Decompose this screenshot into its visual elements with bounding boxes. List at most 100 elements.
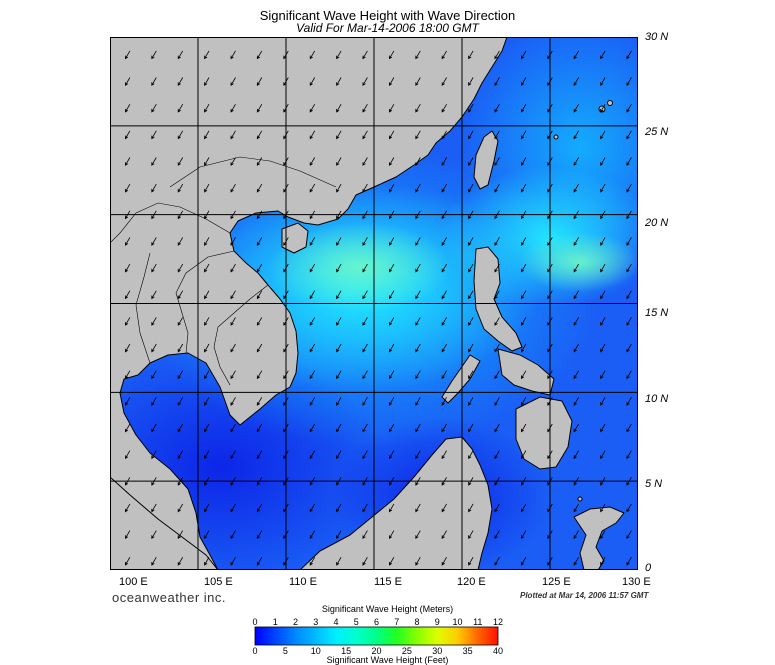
wave-direction-arrow xyxy=(309,130,316,140)
land-hainan xyxy=(281,222,309,254)
wave-direction-arrow xyxy=(230,477,236,486)
colorbar-gradient xyxy=(254,626,499,646)
wave-direction-arrow xyxy=(573,557,579,566)
wave-direction-arrow xyxy=(336,290,342,300)
wave-direction-arrow xyxy=(362,103,368,113)
wave-direction-arrow xyxy=(468,183,474,193)
wave-direction-arrow xyxy=(230,290,236,300)
wave-direction-arrow xyxy=(441,397,447,406)
wave-direction-arrow xyxy=(309,317,316,326)
wave-direction-arrow xyxy=(468,397,474,406)
wave-direction-arrow xyxy=(151,317,157,326)
wave-direction-arrow xyxy=(521,450,527,460)
lat-label-30n: 30 N xyxy=(645,31,669,43)
wave-direction-arrow xyxy=(547,290,553,300)
wave-direction-arrow xyxy=(256,343,263,353)
wave-direction-arrow xyxy=(389,477,395,486)
wave-direction-arrow xyxy=(336,103,342,113)
wave-direction-arrow xyxy=(626,423,632,433)
wave-direction-arrow xyxy=(309,557,316,566)
colorbar: 0 1 2 3 4 5 6 7 8 9 10 11 120 5 10 15 20 25 30 35 40 xyxy=(252,617,503,656)
wave-direction-arrow xyxy=(573,103,579,113)
wave-direction-arrow xyxy=(494,450,500,460)
wave-direction-arrow xyxy=(283,530,289,540)
wave-direction-arrow xyxy=(125,423,131,433)
wave-direction-arrow xyxy=(362,450,368,460)
wave-direction-arrow xyxy=(415,290,421,300)
wave-direction-arrow xyxy=(283,103,289,113)
wave-direction-arrow xyxy=(415,210,421,220)
wave-direction-arrow xyxy=(204,423,210,433)
colorbar-tick-meters: 4 xyxy=(333,617,338,627)
land-small-island xyxy=(553,134,559,140)
wave-direction-arrow xyxy=(468,77,474,87)
wave-direction-arrow xyxy=(521,530,527,540)
wave-direction-arrow xyxy=(256,477,263,486)
wave-direction-arrow xyxy=(230,397,236,406)
wave-direction-arrow xyxy=(125,130,131,140)
wave-direction-arrow xyxy=(441,210,447,220)
colorbar-tick-meters: 11 xyxy=(473,617,482,627)
wave-direction-arrow xyxy=(230,370,236,380)
wave-direction-arrow xyxy=(336,423,342,433)
colorbar-tick-meters: 5 xyxy=(354,617,359,627)
wave-direction-arrow xyxy=(125,530,131,540)
wave-direction-arrow xyxy=(521,77,527,87)
wave-direction-arrow xyxy=(362,317,368,326)
wave-direction-arrow xyxy=(256,77,263,87)
wave-direction-arrow xyxy=(283,50,289,60)
wave-direction-arrow xyxy=(415,530,421,540)
wave-direction-arrow xyxy=(626,157,632,166)
wave-direction-arrow xyxy=(521,157,527,166)
wave-direction-arrow xyxy=(204,263,210,273)
wave-direction-arrow xyxy=(309,237,316,246)
wave-direction-arrow xyxy=(494,343,500,353)
wave-direction-arrow xyxy=(204,343,210,353)
wave-direction-arrow xyxy=(256,210,263,220)
wave-direction-arrow xyxy=(600,103,606,113)
wave-direction-arrow xyxy=(441,530,447,540)
wave-direction-arrow xyxy=(230,343,236,353)
wave-direction-arrow xyxy=(626,237,632,246)
wave-direction-arrow xyxy=(600,263,606,273)
wave-direction-arrow xyxy=(309,530,316,540)
wave-direction-arrow xyxy=(125,263,131,273)
wave-direction-arrow xyxy=(204,130,210,140)
wave-direction-arrow xyxy=(177,263,184,273)
wave-direction-arrow xyxy=(204,397,210,406)
wave-direction-arrow xyxy=(573,210,579,220)
wave-direction-arrow xyxy=(547,103,553,113)
wave-direction-arrow xyxy=(283,130,289,140)
wave-direction-arrow xyxy=(415,423,421,433)
wave-direction-arrow xyxy=(494,557,500,566)
lon-label-130e: 130 E xyxy=(622,576,651,588)
wave-direction-arrow xyxy=(309,343,316,353)
wave-direction-arrow xyxy=(309,477,316,486)
wave-direction-arrow xyxy=(151,263,157,273)
lon-label-110e: 110 E xyxy=(289,576,317,588)
wave-direction-arrow xyxy=(573,370,579,380)
wave-direction-arrow xyxy=(177,183,184,193)
wave-direction-arrow xyxy=(521,237,527,246)
wave-direction-arrow xyxy=(230,530,236,540)
wave-direction-arrow xyxy=(151,530,157,540)
wave-direction-arrow xyxy=(389,423,395,433)
wave-direction-arrow xyxy=(626,183,632,193)
wave-direction-arrow xyxy=(389,237,395,246)
wave-direction-arrow xyxy=(256,530,263,540)
wave-direction-arrow xyxy=(204,103,210,113)
wave-direction-arrow xyxy=(441,557,447,566)
wave-direction-arrow xyxy=(125,237,131,246)
wave-direction-arrow xyxy=(177,477,184,486)
wave-direction-arrow xyxy=(336,557,342,566)
wave-direction-arrow xyxy=(309,103,316,113)
wave-direction-arrow xyxy=(468,290,474,300)
wave-direction-arrow xyxy=(468,103,474,113)
wave-direction-arrow xyxy=(256,263,263,273)
wave-direction-arrow xyxy=(336,317,342,326)
wave-height-map xyxy=(110,37,638,570)
colorbar-tick-feet: 10 xyxy=(311,646,321,656)
wave-direction-arrow xyxy=(283,237,289,246)
lat-label-25n: 25 N xyxy=(645,126,669,138)
wave-direction-arrow xyxy=(626,77,632,87)
